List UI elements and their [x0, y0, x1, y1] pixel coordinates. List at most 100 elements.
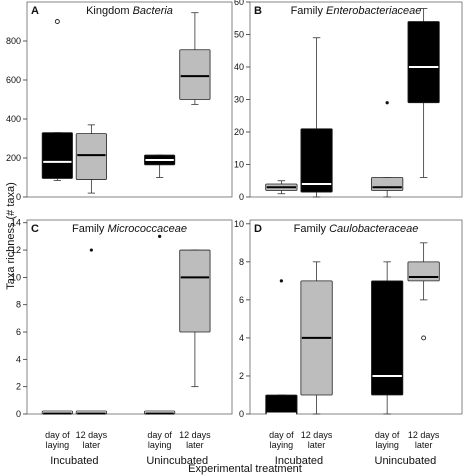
- box-2: [300, 37, 333, 198]
- box-1: [41, 410, 73, 415]
- group-label-unincubated: Unincubated: [146, 455, 208, 467]
- panel-title-taxon: Enterobacteriaceae: [326, 5, 421, 17]
- y-tick-label: 0: [16, 409, 21, 419]
- x-tick-label-line1: day of: [45, 430, 70, 440]
- y-tick-label: 8: [239, 257, 244, 267]
- y-tick-label: 60: [234, 0, 244, 7]
- panel-letter: C: [31, 223, 39, 235]
- panel-title-prefix: Family: [294, 223, 329, 235]
- group-label-unincubated: Unincubated: [375, 455, 437, 467]
- panel-title: Family Enterobacteriaceae: [291, 5, 422, 17]
- box-4: [179, 12, 211, 105]
- x-tick-label-line2: laying: [148, 440, 172, 450]
- x-tick-label-line1: 12 days: [408, 430, 440, 440]
- y-tick-label: 4: [16, 354, 21, 364]
- x-tick-label-line1: 12 days: [301, 430, 333, 440]
- y-tick-label: 20: [234, 127, 244, 137]
- panel-A: A Kingdom Bacteria 0 200 400 600 800: [6, 1, 233, 202]
- box-body: [371, 280, 404, 396]
- y-tick-label: 400: [6, 114, 21, 124]
- box-4: [407, 242, 440, 341]
- panel-title-prefix: Family: [291, 5, 326, 17]
- y-tick-label: 800: [6, 36, 21, 46]
- panel-title: Family Caulobacteraceae: [294, 223, 419, 235]
- y-tick-label: 6: [16, 327, 21, 337]
- panel-frame: [26, 1, 233, 198]
- x-tick-label-line1: day of: [375, 430, 400, 440]
- panel-title: Family Micrococcaceae: [72, 223, 187, 235]
- y-tick-label: 12: [11, 245, 21, 255]
- x-tick-label-line2: later: [186, 440, 204, 450]
- box-1: [41, 19, 73, 181]
- box-body: [371, 177, 404, 191]
- y-tick-label: 2: [16, 382, 21, 392]
- x-tick-label-line2: laying: [375, 440, 399, 450]
- panel-title-taxon: Caulobacteraceae: [329, 223, 418, 235]
- x-tick-label-line2: later: [308, 440, 326, 450]
- y-tick-label: 10: [234, 160, 244, 170]
- panel-frame: [26, 219, 233, 415]
- x-axis-label: Experimental treatment: [188, 463, 302, 475]
- y-tick-label: 0: [16, 192, 21, 202]
- y-tick-label: 0: [239, 409, 244, 419]
- y-axis-label: Taxa richness (# taxa): [5, 182, 17, 290]
- panel-title-prefix: Family: [72, 223, 107, 235]
- x-tick-label-line2: later: [415, 440, 433, 450]
- group-label-incubated: Incubated: [275, 455, 323, 467]
- y-tick-label: 4: [239, 333, 244, 343]
- box-body: [179, 249, 211, 333]
- panel-title-prefix: Kingdom: [86, 5, 132, 17]
- box-body: [75, 133, 107, 180]
- panel-frame: [249, 219, 463, 415]
- outlier-point: [158, 234, 162, 238]
- box-2: [75, 248, 107, 415]
- box-1: [265, 279, 298, 415]
- panel-letter: D: [254, 223, 262, 235]
- y-tick-label: 8: [16, 300, 21, 310]
- outlier-point: [54, 19, 60, 24]
- box-3: [144, 234, 176, 415]
- outlier-point: [385, 101, 389, 105]
- x-tick-label-line1: day of: [147, 430, 172, 440]
- box-4: [407, 8, 440, 178]
- panel-letter: A: [31, 5, 39, 17]
- y-tick-label: 2: [239, 371, 244, 381]
- y-tick-label: 6: [239, 295, 244, 305]
- box-4: [179, 249, 211, 388]
- box-1: [265, 180, 298, 195]
- box-body: [179, 49, 211, 100]
- box-3: [144, 154, 176, 178]
- x-tick-label-line1: day of: [269, 430, 294, 440]
- box-2: [75, 124, 107, 194]
- y-tick-label: 50: [234, 30, 244, 40]
- outlier-point: [89, 248, 93, 252]
- box-body: [41, 132, 73, 179]
- group-label-incubated: Incubated: [50, 455, 98, 467]
- box-3: [371, 261, 404, 415]
- panel-B: B Family Enterobacteriaceae 0 10 20 30 40 50 60: [234, 0, 463, 202]
- y-tick-label: 40: [234, 62, 244, 72]
- y-tick-label: 0: [239, 192, 244, 202]
- box-body: [300, 128, 333, 193]
- y-tick-label: 10: [11, 272, 21, 282]
- box-2: [300, 261, 333, 415]
- x-tick-label-line2: laying: [46, 440, 70, 450]
- outlier-point: [421, 335, 427, 341]
- y-tick-label: 30: [234, 95, 244, 105]
- box-body: [265, 394, 298, 415]
- x-tick-label-line2: laying: [270, 440, 294, 450]
- y-tick-label: 14: [11, 218, 21, 228]
- panel-title-taxon: Bacteria: [133, 5, 173, 17]
- panel-title-taxon: Micrococcaceae: [107, 223, 186, 235]
- x-tick-label-line1: 12 days: [179, 430, 211, 440]
- y-tick-label: 600: [6, 75, 21, 85]
- outlier-point: [279, 279, 283, 283]
- panel-title: Kingdom Bacteria: [86, 5, 173, 17]
- y-tick-label: 200: [6, 153, 21, 163]
- box-body: [407, 21, 440, 104]
- box-3: [371, 101, 404, 198]
